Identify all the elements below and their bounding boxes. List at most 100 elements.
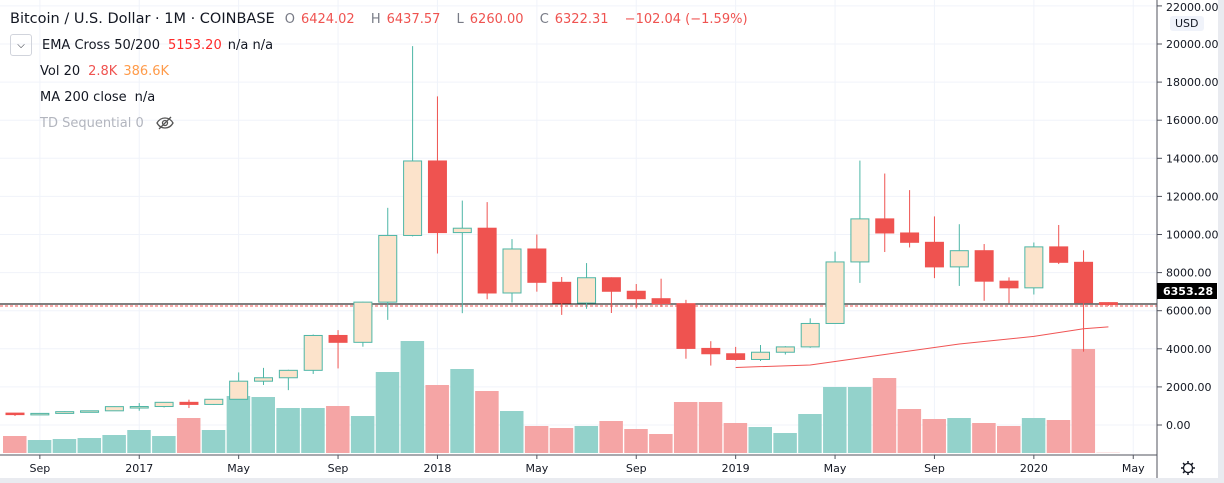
candle — [154, 401, 174, 408]
candle-body — [378, 234, 398, 303]
candle-body — [552, 281, 572, 304]
settings-gear-icon[interactable] — [1181, 461, 1195, 475]
volume-bar — [673, 402, 698, 453]
change-value: −102.04 (−1.59%) — [624, 11, 748, 27]
candle — [80, 410, 100, 413]
volume-bar — [52, 439, 77, 453]
volume-bar — [1071, 349, 1096, 453]
candle-body — [850, 218, 870, 263]
indicator-ma[interactable]: MA 200 close n/a — [10, 84, 754, 110]
time-tick-label: 2020 — [1020, 462, 1048, 475]
volume-bar — [201, 430, 226, 453]
candle — [30, 412, 50, 416]
candle-body — [900, 232, 920, 243]
indicator-value: n/a — [134, 89, 156, 105]
volume-bar — [649, 434, 673, 453]
gear-tooth — [1182, 462, 1186, 466]
candle-body — [254, 377, 273, 382]
candle-body — [577, 277, 597, 304]
volume-bar — [897, 409, 922, 453]
volume-bar — [152, 436, 176, 453]
price-axis-bg — [1157, 0, 1224, 483]
candle — [949, 224, 969, 286]
candle — [651, 278, 671, 307]
time-tick-label: May — [525, 462, 548, 475]
ohlc-values: O 6424.02 H 6437.57 L 6260.00 C 6322.31 −102… — [285, 12, 754, 27]
indicator-volume[interactable]: Vol 20 2.8K 386.6K — [10, 58, 754, 84]
candle — [129, 403, 149, 411]
volume-bar — [450, 369, 474, 453]
candle-body — [477, 227, 497, 294]
volume-bar — [922, 419, 946, 453]
volume-bar — [400, 341, 425, 453]
volume-bar — [326, 406, 350, 453]
time-tick-label: Sep — [29, 462, 50, 475]
candle-body — [353, 301, 373, 343]
time-tick-label: May — [1122, 462, 1145, 475]
volume-bar — [102, 435, 126, 453]
candle — [751, 344, 770, 361]
volume-bar — [276, 408, 300, 453]
volume-bar — [773, 433, 797, 453]
candle-body — [999, 280, 1019, 289]
price-tick-label: 22000.00 — [1166, 1, 1219, 14]
gear-tooth — [1190, 470, 1194, 474]
indicator-name: MA 200 close — [40, 89, 127, 105]
candle-body — [1024, 246, 1044, 289]
price-tick-label: 10000.00 — [1166, 229, 1219, 242]
candle — [825, 251, 845, 324]
collapse-indicators-button[interactable]: ⌵ — [10, 34, 32, 56]
candle — [179, 399, 199, 409]
volume-bar — [375, 372, 400, 453]
volume-bar — [1021, 418, 1046, 453]
candle — [104, 406, 124, 412]
candle-body — [800, 322, 820, 348]
candle — [427, 96, 447, 254]
time-tick-label: 2019 — [722, 462, 750, 475]
eye-off-icon[interactable] — [156, 116, 174, 130]
high-value: 6437.57 — [386, 11, 441, 27]
candle-body — [154, 401, 174, 408]
volume-bar — [475, 391, 499, 453]
candle-body — [701, 347, 721, 355]
price-tick-label: 12000.00 — [1166, 190, 1219, 203]
indicator-name: TD Sequential 0 — [40, 115, 144, 131]
time-tick-label: 2018 — [423, 462, 451, 475]
candle — [974, 244, 994, 301]
indicator-td-sequential[interactable]: TD Sequential 0 — [10, 110, 754, 136]
current-price-label: 6353.28 — [1157, 283, 1218, 299]
price-tick-label: 8000.00 — [1166, 267, 1212, 280]
candle — [527, 234, 547, 292]
candle — [800, 318, 820, 348]
volume-bar — [823, 387, 847, 453]
indicator-ema-cross[interactable]: ⌵ EMA Cross 50/200 5153.20 n/a n/a — [10, 32, 754, 58]
gear-tooth — [1182, 470, 1186, 474]
volume-bar — [997, 426, 1021, 453]
candle-body — [452, 227, 472, 234]
indicator-value: 386.6K — [123, 63, 170, 79]
candle-body — [55, 411, 75, 414]
price-tick-label: 14000.00 — [1166, 152, 1219, 165]
candle-body — [129, 406, 149, 409]
candle — [55, 411, 75, 414]
candle — [278, 369, 298, 391]
candle — [1049, 224, 1069, 265]
currency-label[interactable]: USD — [1170, 16, 1204, 31]
candle — [254, 367, 273, 385]
candle-body — [974, 250, 994, 282]
candle — [850, 160, 870, 283]
candle-body — [30, 412, 50, 416]
candle — [601, 277, 621, 313]
candle — [502, 239, 522, 303]
indicator-value: n/a n/a — [227, 37, 274, 53]
volume-bar — [176, 418, 201, 453]
candle — [353, 301, 373, 347]
low-label: L — [456, 11, 464, 27]
volume-bar — [1046, 420, 1071, 453]
symbol-title[interactable]: Bitcoin / U.S. Dollar · 1M · COINBASE — [10, 11, 275, 27]
candle-body — [204, 398, 224, 405]
price-tick-label: 6000.00 — [1166, 305, 1212, 318]
